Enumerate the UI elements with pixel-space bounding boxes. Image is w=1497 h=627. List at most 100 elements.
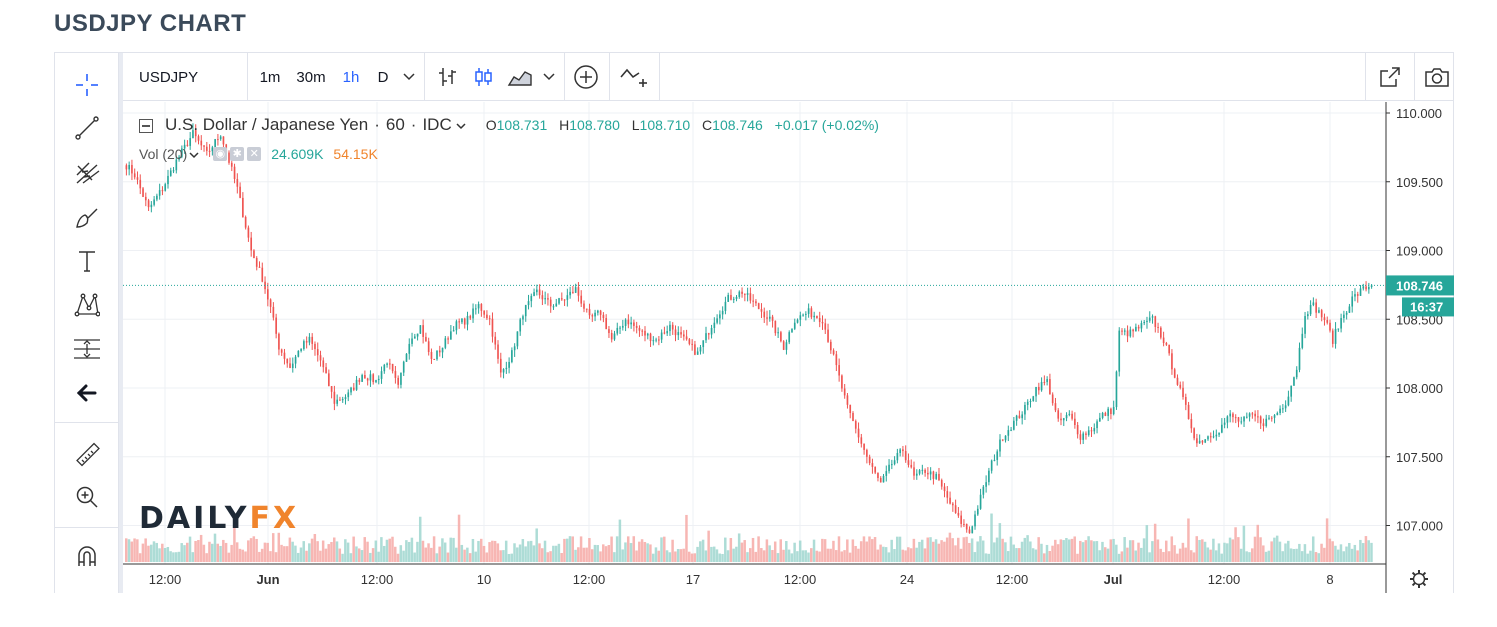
candles-style-icon[interactable] [467,53,499,101]
close-key: C [702,117,713,133]
volume-bar [979,536,982,562]
volume-bar [1314,552,1318,562]
camera-icon[interactable] [1419,53,1455,101]
volume-chevron-icon[interactable] [189,146,199,162]
time-tick-label: Jun [256,572,279,587]
price-tick-label: 109.000 [1396,244,1443,259]
interval-1h[interactable]: 1h [342,68,360,86]
candle-body [965,523,968,530]
candle-body [1098,417,1101,422]
candle-body [494,336,497,345]
candle-body [921,469,924,471]
area-style-icon[interactable] [503,53,537,101]
volume-bar [363,537,367,562]
settings-gear-icon[interactable] [1410,570,1428,588]
volume-bar [1339,544,1343,562]
back-arrow-icon[interactable] [67,375,107,411]
candle-body [530,295,533,302]
candle-body [935,473,938,479]
pattern-icon[interactable] [67,286,107,322]
volume-bar [887,552,891,562]
volume-bar [1126,547,1129,562]
volume-bar [1267,550,1271,562]
candle-body [158,190,161,196]
style-dropdown-chevron-icon[interactable] [539,53,559,101]
volume-bar [920,539,924,562]
text-tool-icon[interactable] [67,243,107,279]
interval-dropdown-chevron-icon[interactable] [399,53,419,101]
magnet-icon[interactable] [67,539,107,575]
interval-30m[interactable]: 30m [296,68,326,86]
volume-bars [125,513,1373,562]
volume-bar [696,546,699,562]
volume-bar [984,553,988,562]
candle-body [852,413,854,422]
measure-levels-icon[interactable] [67,331,107,367]
candle-body [874,466,877,473]
volume-bar [976,541,979,562]
volume-bar [532,545,536,562]
candle-body [430,351,433,359]
low-value: 108.710 [639,117,691,133]
trend-line-icon[interactable] [67,110,107,146]
candle-body [752,300,754,302]
volume-bar [1220,553,1223,562]
volume-bar [1201,539,1204,562]
volume-bar [995,537,999,562]
volume-bar [405,540,408,562]
bars-style-icon[interactable] [431,53,463,101]
candle-body [824,323,827,330]
candle-body [641,330,644,332]
candle-body [200,140,203,146]
open-external-icon[interactable] [1371,53,1409,101]
volume-bar [834,550,838,562]
volume-bar [521,539,525,562]
visibility-eye-icon[interactable]: ◉ [213,147,228,161]
volume-bar [1181,542,1185,562]
crosshair-icon[interactable] [67,67,107,103]
volume-bar [1262,545,1265,562]
volume-settings-icon[interactable]: ✱ [230,147,245,161]
candle-body [511,350,513,362]
volume-bar [765,539,769,562]
volume-bar [271,533,275,562]
candle-body [1304,316,1306,334]
price-chart[interactable]: 110.000109.500109.000108.500108.000107.5… [123,102,1454,593]
time-tick-label: 12:00 [784,572,817,587]
interval-d[interactable]: D [377,68,389,86]
add-indicator-icon[interactable] [569,53,603,101]
interval-1m[interactable]: 1m [259,68,281,86]
volume-bar [191,552,195,562]
candle-body [810,308,813,318]
symbol-search[interactable]: USDJPY [139,68,199,86]
remove-close-icon[interactable]: ✕ [247,147,262,161]
volume-bar [1009,536,1013,562]
pitchfork-icon[interactable] [67,155,107,191]
volume-bar [815,550,819,562]
volume-bar [1073,536,1076,562]
volume-bar [740,542,744,562]
compare-icon[interactable] [615,53,653,101]
volume-bar [210,543,214,562]
collapse-legend-icon[interactable] [139,119,153,133]
candle-body [269,299,272,307]
volume-bar [1092,541,1096,562]
candle-body [768,316,771,319]
candle-body [644,330,646,336]
candle-body [877,472,879,478]
candle-body [749,293,752,301]
brush-icon[interactable] [67,199,107,235]
volume-bar [873,537,877,562]
legend-chevron-icon[interactable] [456,115,466,135]
candle-body [613,333,616,340]
ruler-icon[interactable] [67,437,107,473]
candle-body [144,196,147,201]
candle-body [377,378,380,381]
volume-bar [1323,547,1326,562]
volume-bar [457,514,461,562]
volume-bar [1045,544,1049,562]
candle-body [913,467,915,476]
candle-body [133,173,136,178]
zoom-in-icon[interactable] [67,479,107,515]
volume-bar [604,546,608,562]
